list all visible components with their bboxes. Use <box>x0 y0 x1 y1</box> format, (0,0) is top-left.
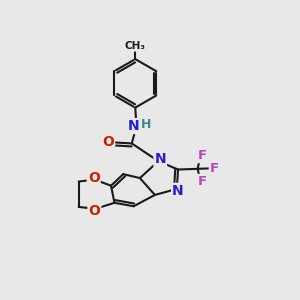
Text: N: N <box>172 184 184 198</box>
Text: O: O <box>88 171 100 185</box>
Text: H: H <box>140 118 151 131</box>
Text: O: O <box>102 135 114 149</box>
Text: CH₃: CH₃ <box>125 41 146 51</box>
Text: N: N <box>154 152 166 166</box>
Text: F: F <box>198 175 207 188</box>
Text: N: N <box>128 119 140 133</box>
Text: O: O <box>88 204 100 218</box>
Text: F: F <box>198 149 207 162</box>
Text: F: F <box>210 162 219 175</box>
